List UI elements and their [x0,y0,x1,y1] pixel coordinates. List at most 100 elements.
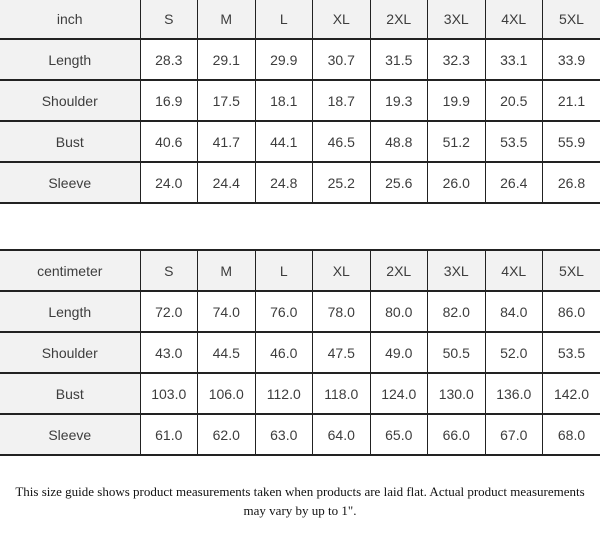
size-header-cell: S [139,249,198,292]
row-label-cell: Sleeve [0,161,141,204]
value-cell: 76.0 [254,290,313,333]
row-label-cell: Sleeve [0,413,141,456]
value-cell: 53.5 [484,120,543,163]
value-cell: 124.0 [369,372,428,415]
value-cell: 65.0 [369,413,428,456]
value-cell: 19.9 [427,79,486,122]
size-header-cell: 3XL [427,249,486,292]
size-header-cell: L [254,249,313,292]
size-header-cell: 3XL [427,0,486,40]
value-cell: 24.8 [254,161,313,204]
value-cell: 118.0 [312,372,371,415]
value-cell: 30.7 [312,38,371,81]
value-cell: 51.2 [427,120,486,163]
value-cell: 52.0 [484,331,543,374]
value-cell: 21.1 [542,79,600,122]
value-cell: 86.0 [542,290,600,333]
value-cell: 31.5 [369,38,428,81]
value-cell: 50.5 [427,331,486,374]
value-cell: 26.4 [484,161,543,204]
size-header-cell: 2XL [369,0,428,40]
value-cell: 49.0 [369,331,428,374]
size-guide-note: This size guide shows product measuremen… [0,482,600,520]
value-cell: 80.0 [369,290,428,333]
value-cell: 103.0 [139,372,198,415]
value-cell: 24.0 [139,161,198,204]
value-cell: 29.9 [254,38,313,81]
table-header-row: centimeter S M L XL 2XL 3XL 4XL 5XL [0,249,600,292]
table-row: Shoulder 43.0 44.5 46.0 47.5 49.0 50.5 5… [0,331,600,374]
value-cell: 62.0 [197,413,256,456]
row-label-cell: Length [0,290,141,333]
value-cell: 61.0 [139,413,198,456]
table-row: Sleeve 61.0 62.0 63.0 64.0 65.0 66.0 67.… [0,413,600,456]
value-cell: 46.0 [254,331,313,374]
table-row: Sleeve 24.0 24.4 24.8 25.2 25.6 26.0 26.… [0,161,600,204]
value-cell: 112.0 [254,372,313,415]
table-row: Length 28.3 29.1 29.9 30.7 31.5 32.3 33.… [0,38,600,81]
table-row: Shoulder 16.9 17.5 18.1 18.7 19.3 19.9 2… [0,79,600,122]
value-cell: 44.5 [197,331,256,374]
value-cell: 53.5 [542,331,600,374]
value-cell: 29.1 [197,38,256,81]
value-cell: 46.5 [312,120,371,163]
value-cell: 43.0 [139,331,198,374]
table-header-row: inch S M L XL 2XL 3XL 4XL 5XL [0,0,600,40]
size-header-cell: 5XL [542,0,600,40]
value-cell: 84.0 [484,290,543,333]
value-cell: 55.9 [542,120,600,163]
value-cell: 44.1 [254,120,313,163]
value-cell: 41.7 [197,120,256,163]
value-cell: 17.5 [197,79,256,122]
value-cell: 64.0 [312,413,371,456]
value-cell: 18.1 [254,79,313,122]
size-header-cell: S [139,0,198,40]
value-cell: 66.0 [427,413,486,456]
value-cell: 106.0 [197,372,256,415]
size-header-cell: XL [312,249,371,292]
value-cell: 18.7 [312,79,371,122]
table-row: Bust 40.6 41.7 44.1 46.5 48.8 51.2 53.5 … [0,120,600,163]
value-cell: 48.8 [369,120,428,163]
row-label-cell: Bust [0,120,141,163]
size-header-cell: 4XL [484,0,543,40]
value-cell: 25.6 [369,161,428,204]
size-guide: inch S M L XL 2XL 3XL 4XL 5XL Length 28.… [0,0,600,520]
value-cell: 67.0 [484,413,543,456]
size-header-cell: M [197,0,256,40]
value-cell: 28.3 [139,38,198,81]
value-cell: 33.9 [542,38,600,81]
row-label-cell: Bust [0,372,141,415]
table-row: Length 72.0 74.0 76.0 78.0 80.0 82.0 84.… [0,290,600,333]
size-header-cell: 5XL [542,249,600,292]
unit-header-cell: inch [0,0,141,40]
value-cell: 82.0 [427,290,486,333]
value-cell: 16.9 [139,79,198,122]
table-row: Bust 103.0 106.0 112.0 118.0 124.0 130.0… [0,372,600,415]
value-cell: 78.0 [312,290,371,333]
value-cell: 136.0 [484,372,543,415]
value-cell: 72.0 [139,290,198,333]
value-cell: 32.3 [427,38,486,81]
value-cell: 26.8 [542,161,600,204]
value-cell: 26.0 [427,161,486,204]
value-cell: 74.0 [197,290,256,333]
value-cell: 20.5 [484,79,543,122]
size-guide-note-line: may vary by up to 1". [243,503,357,518]
size-header-cell: M [197,249,256,292]
size-header-cell: 2XL [369,249,428,292]
value-cell: 25.2 [312,161,371,204]
value-cell: 40.6 [139,120,198,163]
value-cell: 47.5 [312,331,371,374]
row-label-cell: Length [0,38,141,81]
size-header-cell: XL [312,0,371,40]
size-table-inch: inch S M L XL 2XL 3XL 4XL 5XL Length 28.… [0,0,600,204]
value-cell: 130.0 [427,372,486,415]
row-label-cell: Shoulder [0,79,141,122]
size-header-cell: L [254,0,313,40]
value-cell: 63.0 [254,413,313,456]
size-header-cell: 4XL [484,249,543,292]
size-guide-note-line: This size guide shows product measuremen… [15,484,585,499]
value-cell: 142.0 [542,372,600,415]
value-cell: 24.4 [197,161,256,204]
